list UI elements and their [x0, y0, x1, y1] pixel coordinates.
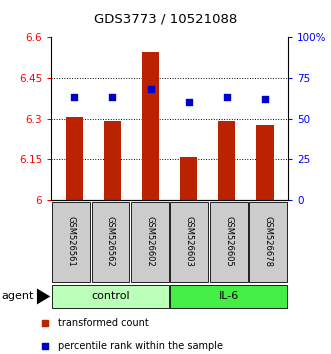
Point	[42, 343, 48, 348]
Text: percentile rank within the sample: percentile rank within the sample	[58, 341, 222, 351]
Text: transformed count: transformed count	[58, 318, 148, 328]
Bar	[142, 52, 159, 200]
Text: GSM526605: GSM526605	[224, 216, 233, 267]
Text: IL-6: IL-6	[219, 291, 239, 301]
Bar	[170, 202, 208, 281]
Point	[42, 320, 48, 325]
Bar	[52, 285, 169, 308]
Bar	[66, 117, 83, 200]
Text: agent: agent	[2, 291, 34, 302]
Point	[110, 95, 115, 100]
Bar	[210, 202, 248, 281]
Text: GDS3773 / 10521088: GDS3773 / 10521088	[94, 12, 237, 25]
Point	[224, 95, 229, 100]
Text: GSM526602: GSM526602	[145, 216, 155, 267]
Bar	[249, 202, 287, 281]
Text: control: control	[91, 291, 130, 301]
Point	[262, 96, 268, 102]
Point	[71, 95, 77, 100]
Point	[186, 99, 191, 105]
Bar	[180, 156, 197, 200]
Text: GSM526562: GSM526562	[106, 216, 115, 267]
Bar	[92, 202, 129, 281]
Bar	[170, 285, 287, 308]
Bar	[131, 202, 169, 281]
Bar	[52, 202, 90, 281]
Bar	[257, 125, 274, 200]
Bar	[218, 121, 235, 200]
Point	[148, 86, 153, 92]
Text: GSM526678: GSM526678	[264, 216, 273, 267]
Polygon shape	[37, 289, 50, 304]
Text: GSM526603: GSM526603	[185, 216, 194, 267]
Bar	[104, 121, 121, 200]
Text: GSM526561: GSM526561	[67, 216, 75, 267]
